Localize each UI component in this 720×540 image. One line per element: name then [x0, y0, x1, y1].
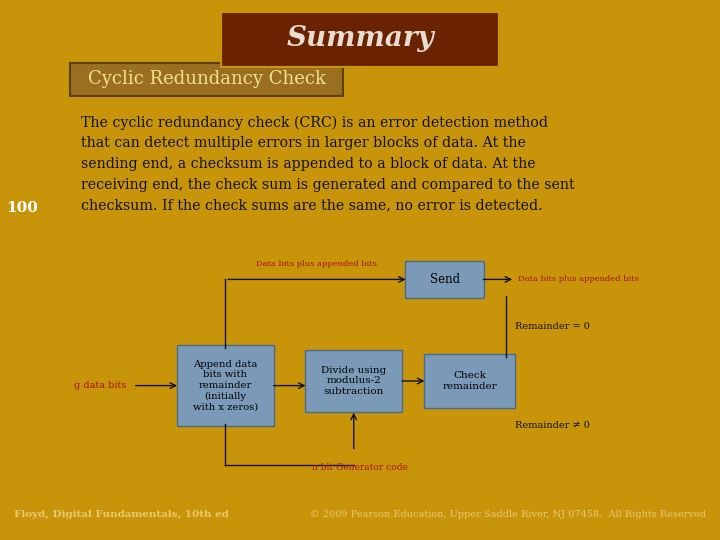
Text: Remainder = 0: Remainder = 0 — [515, 322, 590, 330]
FancyBboxPatch shape — [305, 350, 402, 412]
Text: The cyclic redundancy check (CRC) is an error detection method
that can detect m: The cyclic redundancy check (CRC) is an … — [81, 116, 575, 212]
Text: n bit Generator code: n bit Generator code — [312, 463, 408, 472]
Text: Floyd, Digital Fundamentals, 10th ed: Floyd, Digital Fundamentals, 10th ed — [14, 510, 229, 519]
Text: Divide using
modulus-2
subtraction: Divide using modulus-2 subtraction — [321, 366, 387, 396]
Text: Data bits plus appended bits: Data bits plus appended bits — [256, 260, 377, 268]
FancyBboxPatch shape — [70, 63, 343, 96]
Text: Remainder ≠ 0: Remainder ≠ 0 — [515, 422, 590, 430]
Text: Data bits plus appended bits: Data bits plus appended bits — [518, 275, 639, 284]
FancyBboxPatch shape — [405, 261, 484, 298]
FancyBboxPatch shape — [177, 345, 274, 426]
FancyBboxPatch shape — [220, 11, 500, 68]
Text: Append data
bits with
remainder
(initially
with x zeros): Append data bits with remainder (initial… — [193, 360, 258, 411]
Text: Check
remainder: Check remainder — [442, 371, 497, 391]
Text: g data bits: g data bits — [74, 381, 127, 390]
Text: Cyclic Redundancy Check: Cyclic Redundancy Check — [88, 71, 325, 89]
FancyBboxPatch shape — [424, 354, 515, 408]
Text: Send: Send — [430, 273, 459, 286]
Text: Summary: Summary — [286, 24, 434, 51]
Text: 100: 100 — [6, 201, 38, 215]
Text: © 2009 Pearson Education, Upper Saddle River, NJ 07458.  All Rights Reserved: © 2009 Pearson Education, Upper Saddle R… — [310, 510, 706, 519]
